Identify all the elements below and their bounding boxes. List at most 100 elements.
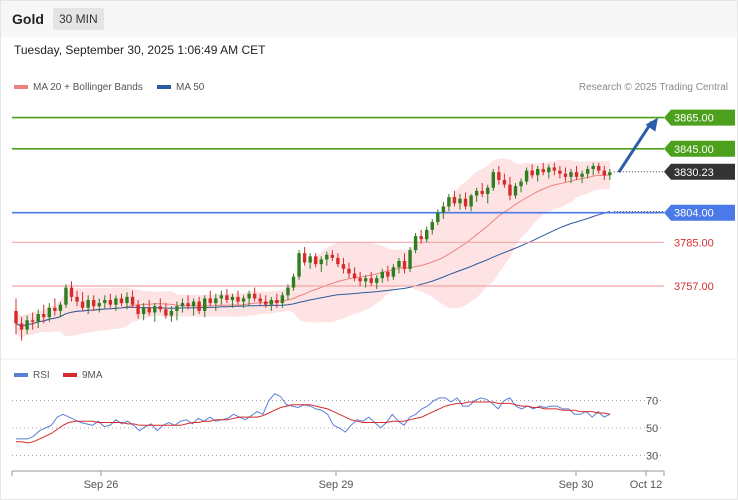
candle bbox=[108, 293, 113, 308]
candle-body bbox=[80, 301, 85, 308]
candle bbox=[558, 165, 562, 179]
candle bbox=[186, 295, 190, 310]
candle bbox=[330, 250, 335, 262]
symbol-label: Gold bbox=[12, 11, 44, 27]
candle bbox=[119, 293, 124, 307]
candle-body bbox=[47, 307, 51, 318]
candle-body bbox=[458, 198, 462, 204]
candles bbox=[14, 162, 612, 341]
candle bbox=[463, 192, 468, 210]
candle-body bbox=[369, 278, 373, 283]
ma50-swatch bbox=[157, 85, 171, 90]
candle-body bbox=[64, 287, 68, 305]
candle bbox=[491, 169, 495, 191]
candle-body bbox=[158, 306, 162, 310]
candle-body bbox=[352, 273, 357, 279]
legend-ma50-label: MA 50 bbox=[176, 82, 205, 93]
candle-body bbox=[275, 299, 279, 304]
candle bbox=[247, 290, 251, 307]
ma50-line bbox=[15, 210, 611, 328]
candle-body bbox=[30, 320, 35, 322]
candle bbox=[524, 167, 529, 185]
x-tick-label: Sep 29 bbox=[319, 479, 354, 491]
candle-body bbox=[225, 295, 229, 300]
candle bbox=[308, 253, 312, 269]
rsi-tick-label: 70 bbox=[646, 396, 658, 408]
candle-body bbox=[58, 304, 63, 311]
rsi-swatch bbox=[14, 373, 28, 378]
candle-body bbox=[258, 298, 262, 302]
candle bbox=[58, 301, 63, 318]
candle-body bbox=[408, 250, 412, 269]
candle-body bbox=[486, 187, 490, 194]
candle bbox=[291, 273, 296, 291]
copyright: Research © 2025 Trading Central bbox=[578, 82, 728, 93]
level-label: 3757.00 bbox=[674, 281, 714, 293]
candle-body bbox=[602, 170, 606, 176]
candle-body bbox=[153, 306, 157, 313]
candle bbox=[191, 298, 196, 316]
candle bbox=[508, 176, 512, 201]
candle bbox=[336, 253, 340, 268]
candle bbox=[347, 262, 351, 279]
level-label: 3785.00 bbox=[674, 237, 714, 249]
timeframe-badge[interactable]: 30 MIN bbox=[53, 8, 104, 30]
candle bbox=[103, 295, 107, 310]
candle-body bbox=[402, 261, 407, 269]
candle bbox=[386, 265, 390, 282]
candle bbox=[230, 293, 235, 308]
candle bbox=[580, 170, 584, 184]
candle-body bbox=[164, 309, 168, 316]
candle-body bbox=[97, 303, 101, 307]
candle-body bbox=[491, 172, 495, 188]
candle bbox=[75, 290, 79, 307]
candle bbox=[375, 275, 379, 290]
candle bbox=[585, 165, 590, 179]
candle-body bbox=[480, 190, 484, 194]
legend-ma20: MA 20 + Bollinger Bands bbox=[14, 82, 143, 93]
candle-body bbox=[336, 257, 340, 265]
candle bbox=[408, 246, 412, 272]
candle-body bbox=[264, 301, 268, 305]
candle-body bbox=[75, 296, 79, 302]
candle-body bbox=[286, 287, 290, 296]
candle bbox=[391, 264, 396, 280]
candle-body bbox=[419, 236, 423, 240]
candle-body bbox=[214, 298, 218, 304]
candle-body bbox=[69, 287, 74, 297]
candle-body bbox=[203, 298, 207, 311]
level-tag bbox=[664, 140, 735, 157]
forecast-arrow bbox=[617, 120, 654, 173]
candle-body bbox=[541, 169, 545, 173]
candle bbox=[552, 162, 557, 176]
candle bbox=[563, 167, 568, 182]
candle bbox=[114, 295, 118, 311]
candle-body bbox=[42, 314, 46, 318]
legend-ma20-label: MA 20 + Bollinger Bands bbox=[33, 82, 143, 93]
rsi-tick-label: 50 bbox=[646, 423, 658, 435]
level-3865-00: 3865.00 bbox=[12, 109, 735, 126]
candle bbox=[536, 165, 540, 182]
candle-body bbox=[580, 173, 584, 177]
candle bbox=[25, 315, 29, 335]
candle bbox=[125, 292, 129, 310]
ma20-swatch bbox=[14, 85, 28, 90]
x-tick-label: Sep 26 bbox=[84, 479, 119, 491]
candle bbox=[175, 301, 179, 321]
candle bbox=[141, 303, 146, 321]
candle bbox=[30, 312, 35, 330]
candle-body bbox=[92, 299, 96, 307]
candle bbox=[513, 183, 518, 199]
candle bbox=[197, 296, 201, 315]
candle bbox=[19, 317, 24, 341]
candle-body bbox=[297, 253, 301, 277]
candle-body bbox=[608, 172, 612, 176]
candle bbox=[275, 293, 279, 308]
candle-body bbox=[280, 295, 285, 304]
candle bbox=[286, 284, 290, 300]
level-tag bbox=[664, 204, 735, 221]
legend-rsi-label: RSI bbox=[33, 370, 50, 381]
candle bbox=[36, 309, 40, 329]
